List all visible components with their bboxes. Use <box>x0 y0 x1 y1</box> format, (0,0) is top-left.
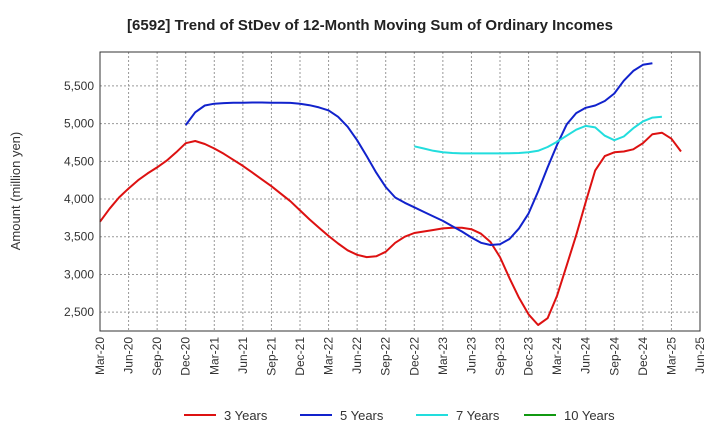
grid-lines <box>99 52 701 331</box>
y-tick-label: 4,500 <box>64 154 94 168</box>
x-tick-label: Sep-21 <box>264 337 278 376</box>
x-tick-label: Jun-22 <box>350 337 364 374</box>
legend-label: 10 Years <box>564 408 615 423</box>
x-tick-label: Dec-24 <box>636 337 650 376</box>
legend: 3 Years 5 Years 7 Years 10 Years <box>184 408 615 423</box>
x-tick-label: Mar-25 <box>664 337 678 375</box>
x-tick-label: Jun-25 <box>693 337 707 374</box>
x-tick-label: Dec-23 <box>522 337 536 376</box>
x-tick-label: Dec-21 <box>293 337 307 376</box>
x-tick-label: Mar-23 <box>436 337 450 375</box>
legend-label: 7 Years <box>456 408 500 423</box>
x-tick-label: Sep-20 <box>150 337 164 376</box>
x-tick-label: Sep-23 <box>493 337 507 376</box>
x-tick-label: Dec-20 <box>179 337 193 376</box>
legend-label: 5 Years <box>340 408 384 423</box>
x-tick-label: Mar-20 <box>93 337 107 375</box>
x-tick-label: Jun-24 <box>579 337 593 374</box>
chart-title: [6592] Trend of StDev of 12-Month Moving… <box>127 17 613 34</box>
x-tick-label: Mar-21 <box>207 337 221 375</box>
series-line-3-years <box>99 131 682 326</box>
x-tick-label: Mar-22 <box>322 337 336 375</box>
y-tick-label: 4,000 <box>64 192 94 206</box>
x-tick-label: Jun-23 <box>464 337 478 374</box>
x-tick-label: Jun-20 <box>122 337 136 374</box>
legend-label: 3 Years <box>224 408 268 423</box>
x-tick-label: Sep-24 <box>607 337 621 376</box>
x-tick-label: Dec-22 <box>407 337 421 376</box>
series-line-7-years <box>414 115 662 155</box>
y-tick-label: 2,500 <box>64 305 94 319</box>
y-tick-label: 5,000 <box>64 117 94 131</box>
y-tick-labels: 2,500 3,000 3,500 4,000 4,500 5,000 5,500 <box>64 79 94 319</box>
plot-frame <box>99 51 701 332</box>
y-tick-label: 3,500 <box>64 230 94 244</box>
y-axis-label: Amount (million yen) <box>8 132 23 251</box>
y-tick-label: 5,500 <box>64 79 94 93</box>
series-line-5-years <box>184 62 653 246</box>
x-tick-label: Jun-21 <box>236 337 250 374</box>
x-tick-labels: Mar-20 Jun-20 Sep-20 Dec-20 Mar-21 Jun-21 Sep-… <box>93 337 707 376</box>
series-lines <box>99 62 682 326</box>
y-tick-label: 3,000 <box>64 267 94 281</box>
x-tick-label: Sep-22 <box>379 337 393 376</box>
x-tick-label: Mar-24 <box>550 337 564 375</box>
